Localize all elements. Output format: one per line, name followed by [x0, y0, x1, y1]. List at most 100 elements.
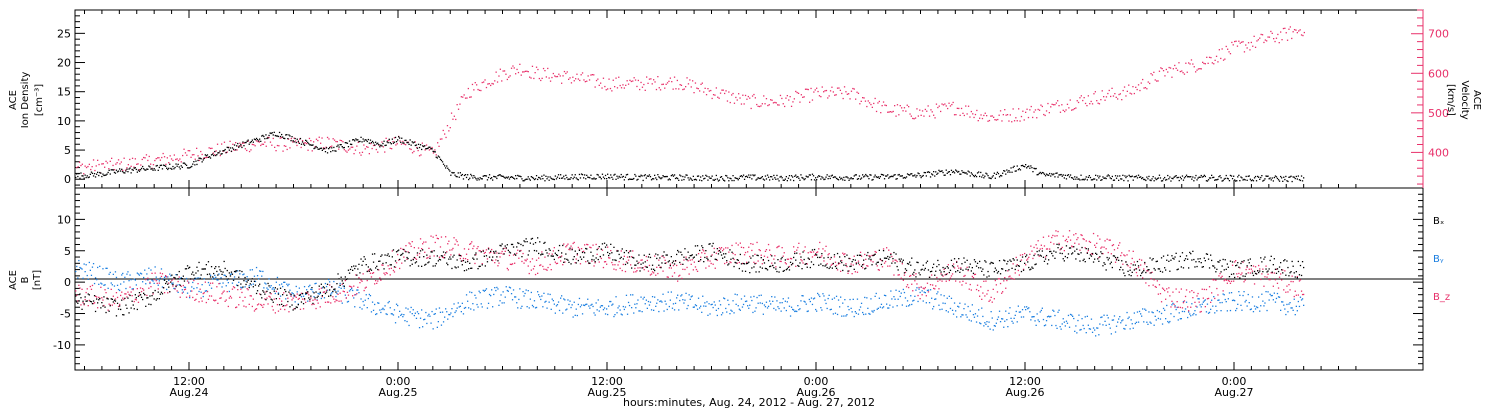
bz-point: [251, 305, 253, 308]
bz-point: [744, 251, 747, 254]
density-point: [837, 179, 840, 181]
velocity-point: [1006, 114, 1009, 116]
velocity-point: [247, 140, 249, 142]
density-point: [965, 172, 967, 174]
by-point: [1249, 308, 1251, 311]
by-point: [1120, 322, 1122, 324]
by-point: [843, 315, 845, 317]
by-point: [571, 304, 573, 306]
density-point: [1191, 178, 1193, 180]
bz-point: [469, 243, 471, 245]
bz-point: [596, 253, 598, 255]
density-point: [624, 176, 627, 178]
bz-point: [93, 302, 96, 304]
by-point: [330, 293, 332, 295]
by-point: [1012, 322, 1014, 324]
velocity-point: [548, 77, 550, 79]
density-point: [1292, 176, 1294, 178]
bz-point: [727, 247, 729, 249]
bz-point: [154, 272, 156, 274]
velocity-point: [367, 146, 369, 148]
bz-point: [826, 263, 828, 265]
density-point: [1216, 179, 1218, 181]
by-point: [599, 306, 601, 308]
density-point: [1086, 179, 1088, 181]
by-point: [969, 310, 971, 312]
bx-point: [262, 290, 264, 292]
density-point: [621, 176, 623, 178]
density-point: [325, 147, 328, 149]
bx-point: [158, 298, 160, 300]
density-point: [323, 147, 326, 150]
by-point: [1027, 308, 1029, 310]
velocity-point: [1259, 37, 1261, 39]
by-point: [1261, 293, 1263, 295]
density-point: [557, 174, 560, 176]
density-point: [384, 144, 386, 147]
density-point: [254, 139, 257, 141]
density-point: [1287, 180, 1289, 183]
by-point: [356, 289, 358, 291]
bz-point: [1180, 288, 1182, 290]
bz-point: [1017, 269, 1019, 272]
bz-point: [775, 266, 777, 268]
by-point: [119, 289, 121, 292]
velocity-point: [410, 148, 412, 151]
density-point: [1025, 164, 1027, 166]
bx-point: [133, 308, 135, 310]
density-point: [585, 178, 587, 180]
bz-point: [610, 250, 612, 252]
by-point: [339, 282, 341, 285]
by-point: [941, 308, 943, 310]
bz-point: [1054, 235, 1056, 237]
bz-point: [262, 306, 264, 308]
bz-point: [640, 259, 642, 261]
velocity-point: [456, 104, 458, 106]
bz-point: [1148, 285, 1150, 287]
bx-point: [168, 286, 170, 288]
bz-point: [1267, 273, 1269, 275]
by-point: [626, 313, 629, 315]
bx-point: [248, 286, 250, 289]
density-point: [896, 178, 898, 180]
bz-point: [182, 284, 184, 287]
bz-point: [103, 304, 105, 307]
velocity-point: [1009, 114, 1011, 116]
by-point: [138, 274, 141, 276]
density-point: [780, 175, 782, 178]
by-point: [794, 310, 796, 313]
bx-point: [298, 294, 300, 296]
density-point: [595, 178, 597, 180]
velocity-point: [540, 79, 542, 82]
density-point: [276, 135, 279, 137]
bz-point: [1132, 250, 1134, 252]
bx-point: [96, 298, 98, 300]
by-point: [471, 291, 473, 294]
velocity-point: [1260, 33, 1262, 36]
density-point: [1102, 176, 1104, 178]
density-point: [123, 172, 125, 174]
density-point: [447, 167, 449, 169]
bz-point: [1142, 277, 1144, 279]
velocity-point: [1189, 63, 1191, 65]
by-point: [949, 307, 952, 310]
velocity-point: [1034, 109, 1037, 111]
velocity-point: [1013, 120, 1016, 122]
bz-point: [530, 269, 532, 271]
velocity-point: [662, 83, 664, 85]
density-point: [96, 173, 98, 175]
density-point: [289, 135, 291, 137]
density-point: [712, 179, 714, 181]
by-point: [1225, 301, 1227, 303]
bz-point: [534, 273, 537, 276]
by-point: [545, 300, 547, 302]
velocity-point: [509, 75, 511, 77]
density-point: [202, 159, 204, 161]
velocity-point: [1247, 42, 1250, 44]
density-point: [208, 156, 211, 158]
bz-point: [959, 281, 961, 283]
by-point: [728, 303, 730, 306]
velocity-point: [566, 71, 568, 73]
by-point: [834, 312, 837, 314]
density-point: [1140, 176, 1142, 178]
